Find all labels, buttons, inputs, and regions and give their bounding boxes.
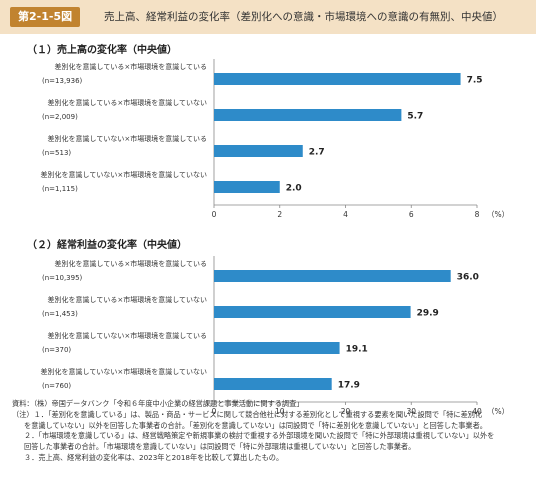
sales-value-label: 2.7: [309, 148, 325, 158]
profit-count-label: (n=370): [42, 346, 71, 354]
profit-count-label: (n=760): [42, 382, 71, 390]
profit-category-label: 差別化を意識している×市場環境を意識していない: [48, 295, 207, 304]
sales-bar: [214, 73, 461, 85]
profit-tick-label: 0: [212, 407, 217, 416]
note-source: 資料：（株）帝国データバンク「令和６年度中小企業の経営課題と事業活動に関する調査…: [12, 399, 304, 408]
sales-value-label: 5.7: [407, 112, 423, 122]
profit-tick-label: 20: [341, 407, 351, 416]
sales-category-label: 差別化を意識していない×市場環境を意識していない: [41, 170, 207, 179]
sales-category-label: 差別化を意識していない×市場環境を意識している: [48, 134, 207, 143]
sales-unit-label: （%）: [487, 210, 509, 219]
sales-count-label: (n=513): [42, 149, 71, 157]
sales-tick-label: 4: [343, 210, 348, 219]
profit-value-label: 29.9: [417, 309, 439, 319]
profit-bar: [214, 306, 411, 318]
sales-count-label: (n=1,115): [42, 185, 78, 193]
profit-change-chart: 0 10 20 30 40 （%） 差別化を意識している×市場環境を意識している (n=10,…: [41, 256, 509, 416]
sales-bar: [214, 109, 402, 121]
profit-category-label: 差別化を意識している×市場環境を意識している: [55, 259, 207, 268]
profit-bar: [214, 270, 451, 282]
sales-change-chart: 0 2 4 6 8 （%） 差別化を意識している×市場環境を意識している (n=13,936)…: [41, 59, 509, 219]
sales-value-label: 7.5: [467, 76, 483, 86]
figure-title: 売上高、経常利益の変化率（差別化への意識・市場環境への意識の有無別、中央値）: [104, 11, 503, 23]
sales-tick-label: 6: [409, 210, 414, 219]
sales-tick-label: 2: [277, 210, 282, 219]
sales-bar: [214, 181, 280, 193]
sales-tick-label: 0: [212, 210, 217, 219]
figure-header: 第2-1-5図 売上高、経常利益の変化率（差別化への意識・市場環境への意識の有無…: [0, 0, 536, 34]
sales-count-label: (n=2,009): [42, 113, 78, 121]
chart2-title: （２）経常利益の変化率（中央値）: [27, 240, 187, 251]
sales-category-label: 差別化を意識している×市場環境を意識している: [55, 62, 207, 71]
sales-count-label: (n=13,936): [42, 77, 83, 85]
notes: 資料：（株）帝国データバンク「令和６年度中小企業の経営課題と事業活動に関する調査…: [12, 399, 528, 464]
profit-tick-label: 10: [275, 407, 285, 416]
chart1-title: （１）売上高の変化率（中央値）: [27, 45, 177, 56]
profit-value-label: 17.9: [338, 381, 360, 391]
sales-value-label: 2.0: [286, 184, 302, 194]
note-2b: 回答した事業者の合計。「市場環境を意識していない」は同設問で「特に外部環境は重視…: [24, 442, 416, 452]
profit-unit-label: （%）: [487, 407, 509, 416]
profit-tick-label: 40: [472, 407, 482, 416]
note-3: ３．売上高、経常利益の変化率は、2023年と2018年を比較して算出したもの。: [24, 452, 284, 462]
note-2a: ２．「市場環境を意識している」は、経営戦略策定や新規事業の検討で重視する外部環境…: [24, 431, 495, 441]
profit-category-label: 差別化を意識していない×市場環境を意識している: [48, 331, 207, 340]
sales-tick-label: 8: [475, 210, 480, 219]
sales-bar: [214, 145, 303, 157]
sales-category-label: 差別化を意識している×市場環境を意識していない: [48, 98, 207, 107]
profit-value-label: 19.1: [346, 345, 368, 355]
profit-category-label: 差別化を意識していない×市場環境を意識していない: [41, 367, 207, 376]
profit-bar: [214, 342, 340, 354]
profit-tick-label: 30: [406, 407, 416, 416]
profit-count-label: (n=10,395): [42, 274, 83, 282]
profit-count-label: (n=1,453): [42, 310, 78, 318]
figure-number: 第2-1-5図: [10, 7, 81, 27]
profit-value-label: 36.0: [457, 273, 479, 283]
profit-bar: [214, 378, 332, 390]
note-1b: を意識していない」以外を回答した事業者の合計。「差別化を意識していない」は同設問…: [24, 420, 487, 430]
note-1a: （注）１．「差別化を意識している」は、製品・商品・サービスに関して競合他社に対す…: [12, 409, 483, 419]
